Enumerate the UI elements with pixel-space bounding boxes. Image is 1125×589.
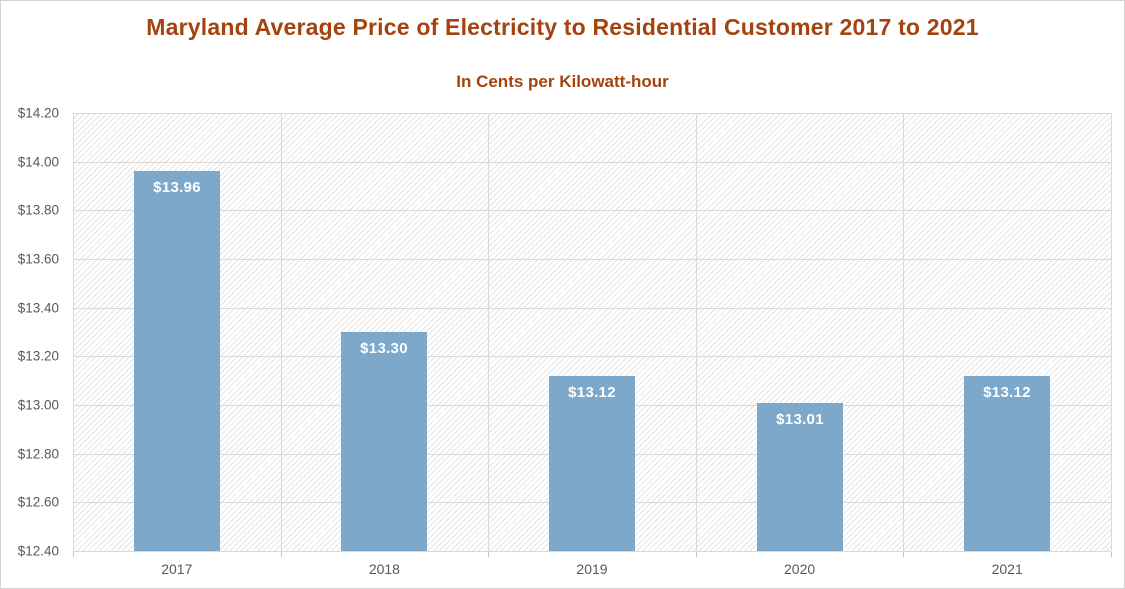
plot-area: $13.96 $13.30 $13.12 $13.01 $13.12	[73, 113, 1112, 552]
x-category-label: 2019	[576, 561, 608, 577]
gridline-v	[1111, 113, 1112, 551]
x-axis-tick	[73, 552, 74, 557]
x-axis-tick	[1111, 552, 1112, 557]
x-axis-tick	[281, 552, 282, 557]
y-tick-label: $13.20	[17, 348, 59, 364]
x-category-label: 2017	[161, 561, 193, 577]
y-tick-label: $13.80	[17, 202, 59, 218]
x-axis-tick	[696, 552, 697, 557]
y-tick-label: $12.80	[17, 446, 59, 462]
x-category-label: 2021	[991, 561, 1023, 577]
y-tick-label: $14.00	[17, 154, 59, 170]
y-tick-label: $12.40	[17, 543, 59, 559]
bar-2019: $13.12	[549, 376, 635, 551]
gridline-h	[73, 210, 1111, 212]
bar-value-label: $13.30	[360, 340, 408, 357]
y-tick-label: $13.00	[17, 397, 59, 413]
x-axis-tick	[903, 552, 904, 557]
chart-title: Maryland Average Price of Electricity to…	[146, 14, 979, 40]
gridline-v	[73, 113, 74, 551]
y-axis: $12.40 $12.60 $12.80 $13.00 $13.20 $13.40 $13.…	[1, 106, 65, 559]
x-category-label: 2018	[368, 561, 400, 577]
gridline-v	[903, 113, 904, 551]
x-category-label: 2020	[784, 561, 816, 577]
bar-2018: $13.30	[341, 332, 427, 551]
bar-value-label: $13.01	[776, 411, 824, 428]
y-tick-label: $14.20	[17, 105, 59, 121]
gridline-h	[73, 307, 1111, 309]
y-tick-label: $13.60	[17, 251, 59, 267]
gridline-h	[73, 356, 1111, 358]
bar-value-label: $13.12	[568, 384, 616, 401]
x-axis: 2017 2018 2019 2020 2021	[73, 552, 1112, 584]
gridline-v	[281, 113, 282, 551]
gridline-h	[73, 113, 1111, 114]
y-tick-label: $13.40	[17, 300, 59, 316]
bar-value-label: $13.12	[983, 384, 1031, 401]
bar-2017: $13.96	[134, 171, 220, 551]
chart-subtitle: In Cents per Kilowatt-hour	[456, 72, 669, 91]
bar-2020: $13.01	[757, 403, 843, 551]
gridline-v	[488, 113, 489, 551]
gridline-h	[73, 161, 1111, 163]
bar-2021: $13.12	[964, 376, 1050, 551]
gridline-h	[73, 551, 1111, 552]
gridline-h	[73, 259, 1111, 260]
x-axis-tick	[488, 552, 489, 557]
y-tick-label: $12.60	[17, 494, 59, 510]
bar-value-label: $13.96	[153, 179, 201, 196]
gridline-v	[696, 113, 697, 551]
